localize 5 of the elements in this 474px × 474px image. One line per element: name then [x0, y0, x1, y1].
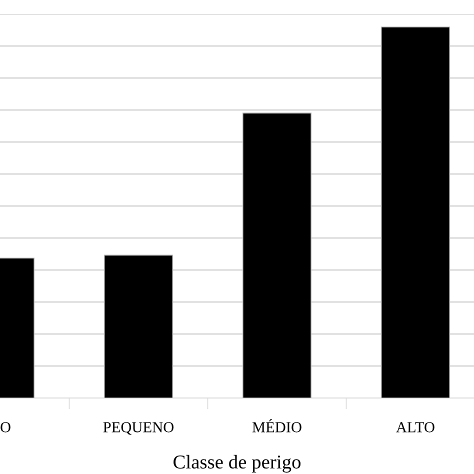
x-axis-title: Classe de perigo — [174, 454, 301, 473]
x-tick-label: MÉDIO — [252, 419, 302, 432]
x-tick-label: ALTO — [396, 422, 434, 432]
x-tick-label: PEQUENO — [103, 422, 174, 435]
x-tick-label: O — [0, 422, 10, 432]
